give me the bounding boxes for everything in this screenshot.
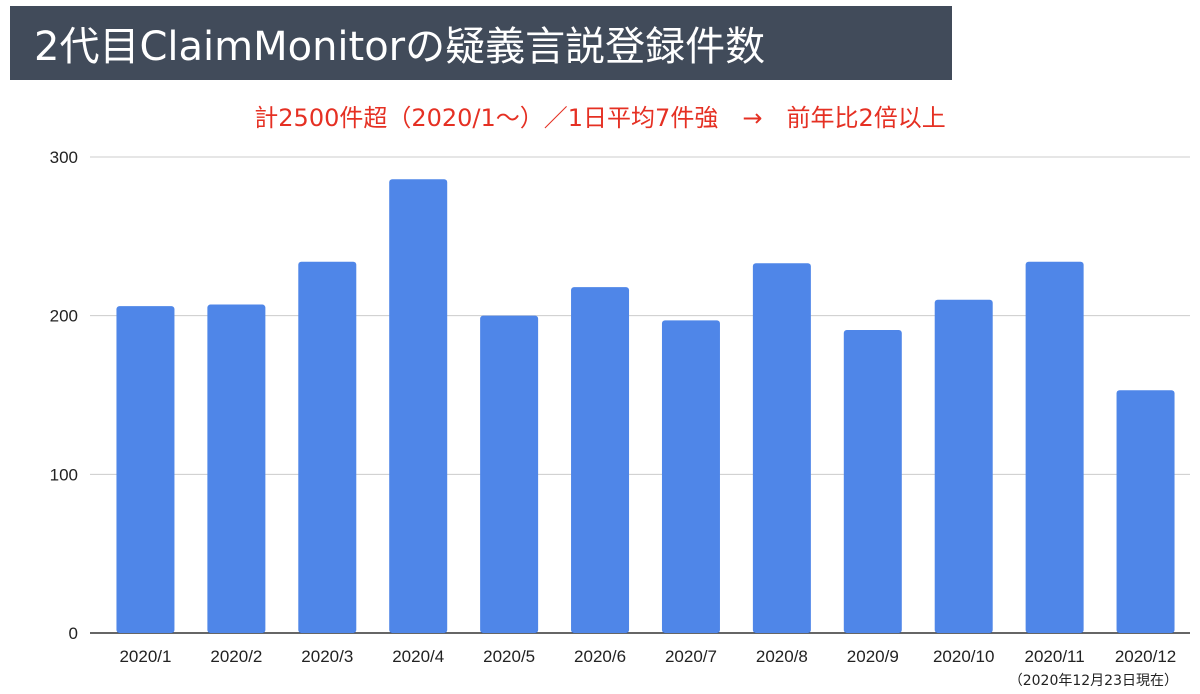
x-tick-label: 2020/4 — [392, 647, 444, 666]
x-tick-label: 2020/5 — [483, 647, 535, 666]
bar — [389, 179, 448, 634]
bars — [116, 179, 1175, 634]
bar — [934, 299, 993, 633]
footnote: （2020年12月23日現在） — [1008, 673, 1178, 689]
x-tick-label: 2020/12 — [1115, 647, 1176, 666]
x-tick-label: 2020/10 — [933, 647, 994, 666]
x-tick-label: 2020/1 — [119, 647, 171, 666]
bar — [571, 287, 630, 633]
x-tick-label: 2020/3 — [301, 647, 353, 666]
y-tick-label: 300 — [50, 148, 78, 167]
y-tick-label: 100 — [50, 465, 78, 484]
y-tick-label: 200 — [50, 307, 78, 326]
x-tick-label: 2020/7 — [665, 647, 717, 666]
bar — [843, 329, 902, 633]
x-tick-label: 2020/2 — [210, 647, 262, 666]
x-tick-label: 2020/9 — [847, 647, 899, 666]
bar — [1116, 390, 1175, 633]
x-tick-label: 2020/8 — [756, 647, 808, 666]
page-title: 2代目ClaimMonitorの疑義言説登録件数 — [34, 24, 766, 70]
grid-lines — [90, 156, 1190, 634]
title-banner: 2代目ClaimMonitorの疑義言説登録件数 — [10, 6, 952, 80]
x-axis-ticks: 2020/1 2020/2 2020/3 2020/4 2020/5 2020/6 2020… — [119, 647, 1176, 666]
bar — [298, 261, 357, 633]
y-tick-label: 0 — [69, 624, 78, 643]
bar — [661, 320, 720, 633]
bar — [207, 304, 266, 633]
bar — [116, 306, 175, 633]
bar — [1025, 261, 1084, 633]
chart-subtitle: 計2500件超（2020/1〜）／1日平均7件強 → 前年比2倍以上 — [254, 104, 946, 132]
x-tick-label: 2020/6 — [574, 647, 626, 666]
bar — [480, 315, 539, 633]
bar — [752, 263, 811, 633]
y-axis-ticks: 0 100 200 300 — [50, 148, 78, 643]
x-tick-label: 2020/11 — [1025, 647, 1085, 666]
